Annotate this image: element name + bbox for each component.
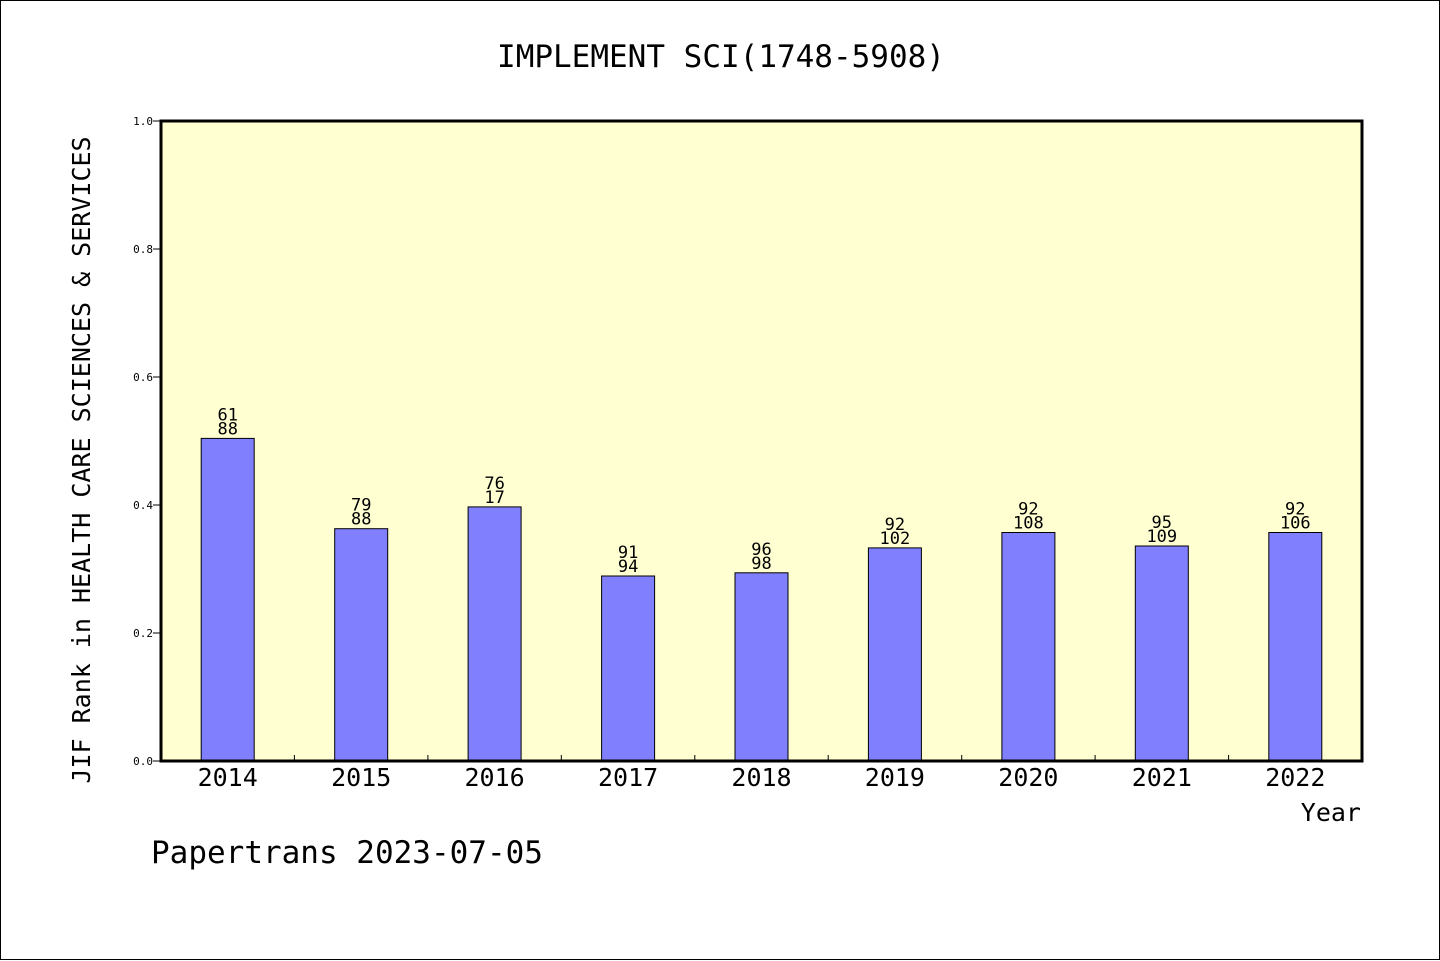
bar-2014 [200, 437, 255, 762]
x-tick-label-2016: 2016 [464, 763, 524, 792]
rank-label-2014: 61 [217, 405, 237, 425]
rank-label-2016: 76 [484, 474, 504, 494]
rank-label-2015: 79 [351, 496, 371, 516]
x-tick-label-2021: 2021 [1132, 763, 1192, 792]
x-tick-label-2020: 2020 [998, 763, 1058, 792]
y-tick-label: 1.0 [133, 115, 153, 128]
rank-label-2017: 91 [618, 543, 638, 563]
total-label-2021: 109 [1146, 527, 1177, 547]
y-tick-label: 0.2 [133, 627, 153, 640]
bar-2016 [467, 506, 522, 762]
y-tick-label: 0.6 [133, 371, 153, 384]
total-label-2022: 106 [1280, 514, 1311, 534]
bar-2018 [734, 572, 789, 762]
total-label-2016: 17 [484, 488, 504, 508]
x-tick-label-2015: 2015 [331, 763, 391, 792]
total-label-2017: 94 [618, 557, 638, 577]
rank-label-2018: 96 [751, 540, 771, 560]
bars-layer [200, 437, 1323, 762]
total-label-2018: 98 [751, 554, 771, 574]
x-axis-label: Year [1301, 798, 1361, 827]
x-tick-label-2017: 2017 [598, 763, 658, 792]
x-tick-label-2019: 2019 [865, 763, 925, 792]
chart-title: IMPLEMENT SCI(1748-5908) [497, 39, 945, 75]
y-tick-label: 0.8 [133, 243, 153, 256]
x-tick-label-2022: 2022 [1265, 763, 1325, 792]
bar-2021 [1134, 545, 1189, 762]
bar-2022 [1268, 532, 1323, 762]
plot-border [159, 119, 1364, 763]
y-tick-label: 0.4 [133, 499, 153, 512]
rank-label-2021: 95 [1152, 513, 1172, 533]
total-label-2019: 102 [880, 529, 911, 549]
rank-label-2022: 92 [1285, 500, 1305, 520]
bar-2015 [334, 528, 389, 762]
bar-2017 [601, 575, 656, 762]
footer-watermark: Papertrans 2023-07-05 [151, 835, 543, 871]
total-label-2015: 88 [351, 510, 371, 530]
bar-2019 [867, 547, 922, 762]
bar-2020 [1001, 532, 1056, 762]
axes-layer: 2014 2015 2016 2017 2018 2019 2020 2021 2022 0.0 0… [133, 115, 1325, 792]
y-tick-label: 0.0 [133, 755, 153, 768]
rank-label-2019: 92 [885, 515, 905, 535]
y-axis-label: JIF Rank in HEALTH CARE SCIENCES & SERVI… [67, 136, 96, 783]
x-tick-label-2014: 2014 [198, 763, 258, 792]
total-label-2020: 108 [1013, 514, 1044, 534]
rank-label-2020: 92 [1018, 500, 1038, 520]
x-tick-label-2018: 2018 [731, 763, 791, 792]
total-label-2014: 88 [217, 419, 237, 439]
